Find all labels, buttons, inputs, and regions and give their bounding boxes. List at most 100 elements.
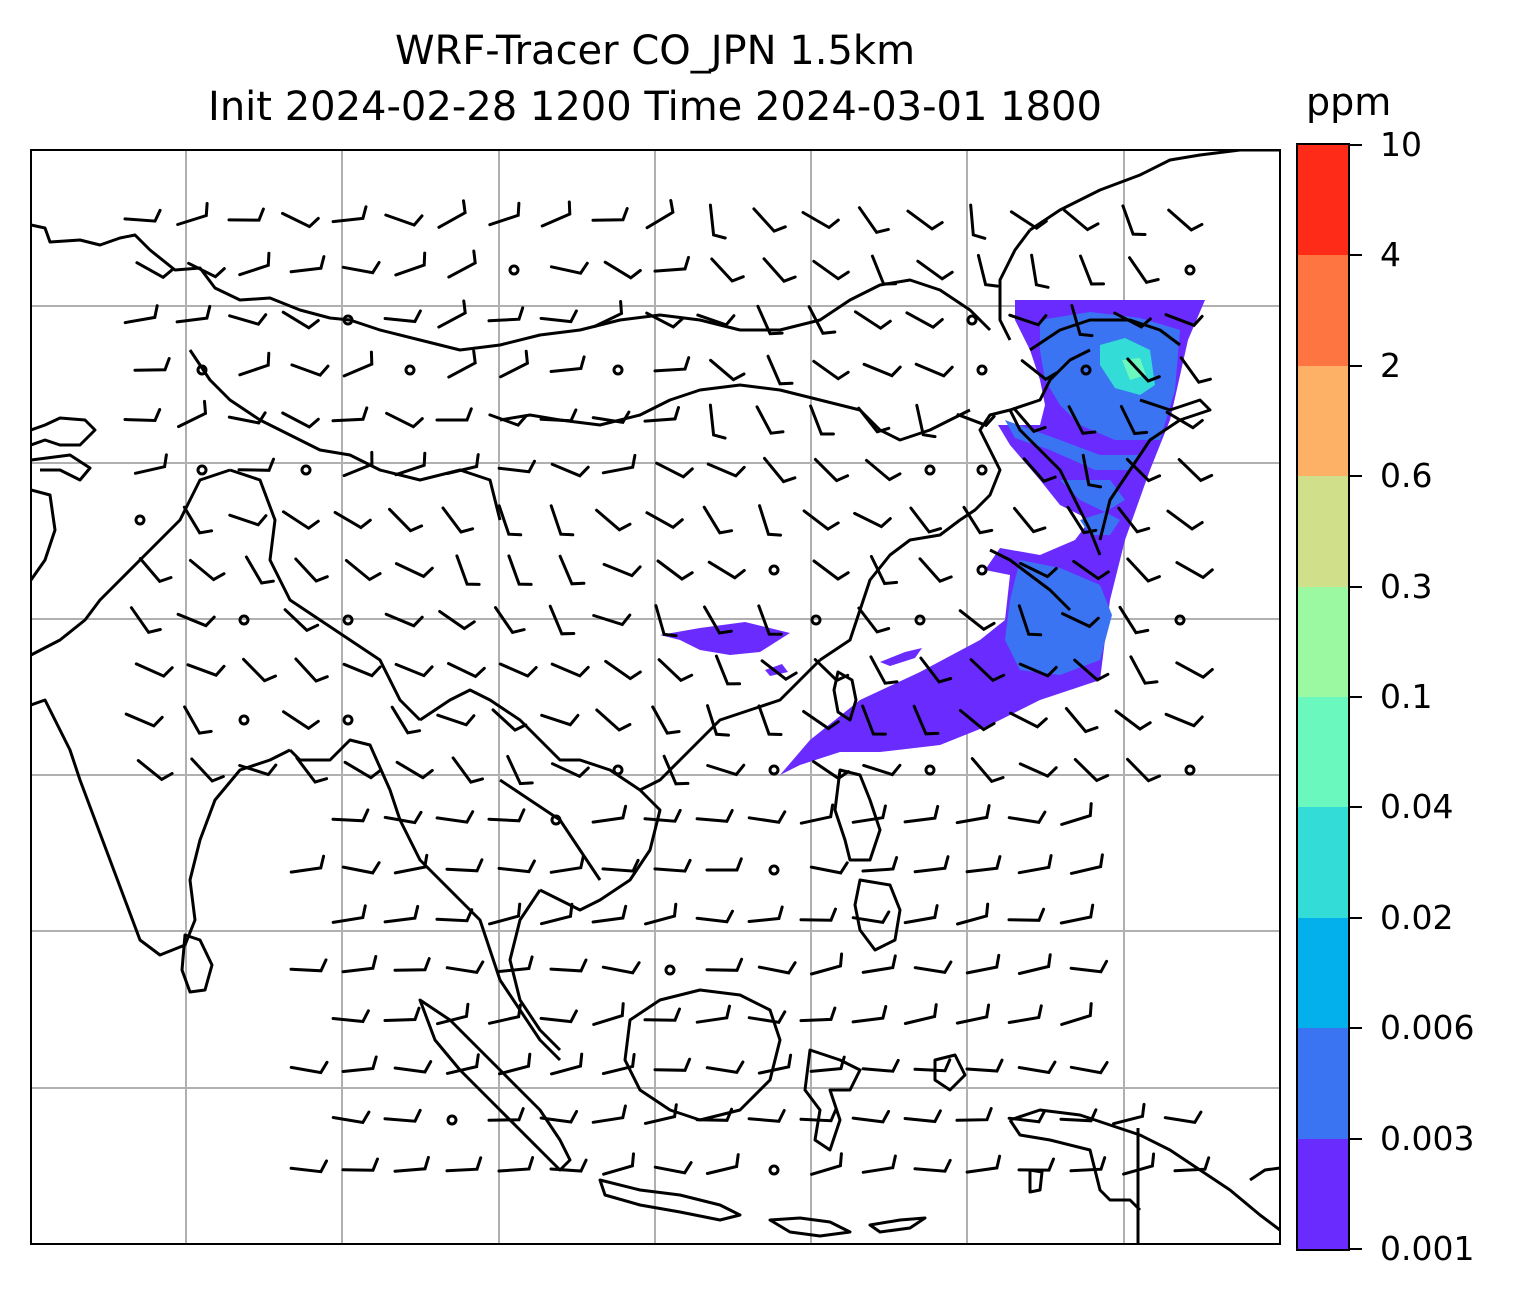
wind-barb xyxy=(294,557,329,583)
wind-barb xyxy=(281,411,320,429)
wind-barb xyxy=(1007,1004,1043,1024)
wind-barb xyxy=(177,399,208,429)
wind-barb xyxy=(497,504,523,537)
wind-barb xyxy=(913,1058,952,1073)
wind-barb xyxy=(595,708,632,732)
wind-barb xyxy=(539,408,578,423)
wind-barb xyxy=(487,1107,525,1122)
wind-barb xyxy=(540,713,580,727)
wind-barb xyxy=(548,604,576,636)
wind-barb xyxy=(447,662,486,679)
wind-barb xyxy=(1059,1108,1098,1123)
wind-barb xyxy=(918,557,953,583)
wind-barb xyxy=(1017,604,1043,637)
calm-wind-marker xyxy=(768,864,780,876)
wind-barb xyxy=(451,756,484,784)
wind-barb xyxy=(1126,757,1161,783)
wind-barb xyxy=(507,554,533,586)
wind-barb xyxy=(540,902,574,926)
wind-barb xyxy=(809,861,849,875)
wind-barb xyxy=(654,604,678,638)
wind-barb xyxy=(1121,204,1147,236)
calm-wind-marker xyxy=(612,364,624,376)
wind-barb xyxy=(757,704,783,736)
wind-barb xyxy=(1175,661,1214,680)
wind-barb xyxy=(913,855,950,874)
wind-barb xyxy=(1007,1109,1046,1124)
wind-barb xyxy=(705,857,743,872)
wind-barb xyxy=(807,305,837,335)
wind-barb xyxy=(228,513,268,527)
wind-barb xyxy=(965,855,1002,874)
map-frame xyxy=(30,149,1281,1245)
wind-barb xyxy=(1119,405,1149,436)
wind-barb xyxy=(540,200,572,228)
wind-barb xyxy=(435,908,474,923)
calm-wind-marker xyxy=(196,464,208,476)
wind-barb xyxy=(437,299,467,329)
wind-barb xyxy=(494,606,526,635)
wind-barb xyxy=(705,1153,740,1175)
wind-barb xyxy=(497,1156,535,1173)
colorbar-tick xyxy=(1350,806,1362,809)
wind-barb xyxy=(1069,1156,1107,1173)
calm-wind-marker xyxy=(404,364,416,376)
wind-barb xyxy=(645,311,684,329)
wind-barb xyxy=(595,508,632,532)
colorbar-segment xyxy=(1298,1028,1348,1139)
wind-barb xyxy=(747,810,787,824)
wind-barb xyxy=(455,554,481,586)
wind-barb xyxy=(1064,707,1099,734)
wind-barb xyxy=(341,261,381,275)
wind-barb xyxy=(969,658,1006,683)
wind-barb xyxy=(655,461,694,479)
colorbar-tick xyxy=(1350,585,1362,588)
calm-wind-marker xyxy=(976,464,988,476)
wind-barb xyxy=(1081,453,1103,489)
wind-barb xyxy=(134,662,174,678)
wind-barb xyxy=(549,355,586,373)
wind-barb xyxy=(1020,359,1058,382)
wind-barb xyxy=(1009,711,1048,729)
wind-barb xyxy=(123,408,162,423)
wind-barb xyxy=(813,658,850,683)
wind-barb xyxy=(1079,254,1105,286)
calm-wind-marker xyxy=(1174,614,1186,626)
wind-barb xyxy=(955,1107,993,1122)
wind-barb xyxy=(186,663,226,677)
wind-barb xyxy=(602,1152,635,1176)
wind-barb xyxy=(869,655,899,685)
wind-barb xyxy=(861,704,887,736)
wind-barb xyxy=(851,910,891,924)
wind-barb xyxy=(861,1154,897,1174)
calm-wind-marker xyxy=(768,564,780,576)
wind-barb xyxy=(766,354,794,386)
wind-barb xyxy=(175,304,212,324)
wind-barb xyxy=(281,310,320,330)
coastlines-and-borders xyxy=(31,150,1280,1244)
wind-barb xyxy=(550,462,590,478)
wind-barb xyxy=(799,803,835,825)
wind-barb xyxy=(1007,810,1047,825)
wind-barb xyxy=(696,313,736,327)
wind-barb xyxy=(653,1161,693,1175)
colorbar xyxy=(1296,143,1350,1251)
wind-barb xyxy=(384,612,424,628)
wind-barb xyxy=(331,904,367,924)
co-tracer-plume xyxy=(660,300,1205,775)
wind-barb xyxy=(539,309,578,324)
wind-barb xyxy=(905,311,944,330)
wind-barb xyxy=(1017,1157,1055,1172)
wind-barb xyxy=(853,310,892,331)
calm-wind-marker xyxy=(342,314,354,326)
wind-barb xyxy=(176,202,209,226)
wind-barb xyxy=(903,904,939,925)
calm-wind-marker xyxy=(238,714,250,726)
wind-barb xyxy=(294,657,329,683)
wind-barb xyxy=(955,1003,991,1025)
wind-barb xyxy=(384,213,424,227)
wind-barb xyxy=(1128,256,1160,284)
wind-barb xyxy=(706,763,746,777)
wind-barb xyxy=(341,1055,378,1073)
wind-barb xyxy=(383,309,422,324)
